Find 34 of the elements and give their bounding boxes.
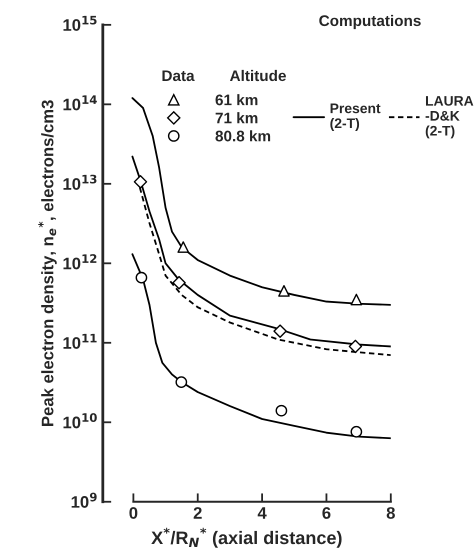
point [276,404,288,417]
legend-title: Computations [319,14,421,30]
x-axis-title: X$^{*}$/R$_{N}$$^{*}$ (axial distance) [151,528,342,548]
y-tick-label: 10$^{9}$ [72,492,97,508]
y-tick-label: 10$^{15}$ [64,16,97,31]
point [175,376,188,388]
x-tick-label: 6 [322,507,330,519]
point [350,294,362,306]
y-tick-label: 10$^{10}$ [64,413,97,428]
point [136,272,148,284]
legend-label: LAURA -D&K (2-T) [426,96,474,138]
legend-label: 80.8 km [215,130,270,142]
x-tick-label: 8 [386,507,395,519]
y-tick-label: 10$^{13}$ [64,174,96,190]
x-tick-label: 2 [194,507,202,519]
point [134,175,148,189]
point [278,285,290,297]
line-series [132,253,391,440]
y-tick-label: 10$^{12}$ [64,254,96,270]
point [177,241,190,253]
point [172,276,186,290]
y-tick-label: 10$^{14}$ [64,95,97,110]
legend-label: 61 km [216,94,258,106]
point [350,426,362,438]
x-tick-label: 4 [258,507,267,519]
annotation: Data [162,70,195,82]
legend-label: 71 km [216,112,258,124]
y-tick-label: 10$^{11}$ [64,334,97,349]
point [273,324,287,338]
y-axis-title: Peak electron density, n$_{e}$$^{*}$, electrons/cm3 [38,100,57,426]
legend-label: Present (2-T) [330,104,380,131]
point [348,340,362,354]
annotation: Altitude [230,70,286,82]
x-tick-label: 0 [129,507,138,519]
